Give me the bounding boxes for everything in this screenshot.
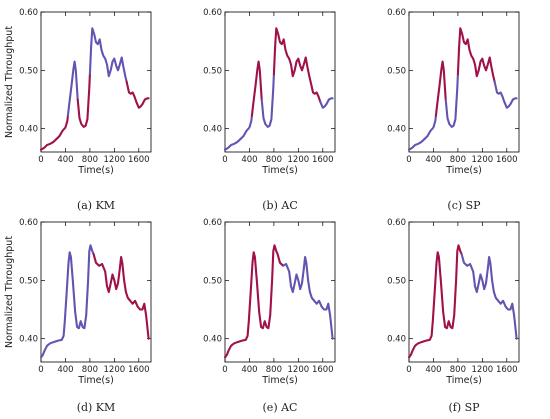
x-axis-label: Time(s)	[445, 165, 482, 176]
subfigure-caption: (f) SP	[448, 401, 480, 414]
series-segment-red	[250, 60, 263, 117]
subfigure-caption: (d) KM	[77, 401, 116, 414]
x-tick-label: 800	[450, 365, 466, 375]
x-tick-label: 400	[57, 365, 73, 375]
series-segment-blue	[260, 73, 275, 128]
x-tick-label: 0	[38, 155, 43, 165]
x-tick-label: 1600	[312, 365, 334, 375]
subfigure-caption: (a) KM	[77, 199, 115, 212]
series-segment-blue	[444, 73, 459, 128]
y-tick-label: 0.50	[387, 66, 406, 76]
y-tick-label: 0.40	[203, 125, 222, 135]
x-tick-label: 1600	[128, 155, 150, 165]
series-segment-red	[92, 253, 150, 340]
x-axis-label: Time(s)	[261, 165, 298, 176]
x-tick-label: 1200	[472, 155, 494, 165]
y-tick-label: 0.60	[387, 218, 406, 228]
y-tick-label: 0.50	[387, 276, 406, 286]
x-tick-label: 400	[57, 155, 73, 165]
series-segment-blue	[319, 97, 334, 109]
y-tick-label: 0.60	[203, 218, 222, 228]
x-tick-label: 800	[266, 365, 282, 375]
subfigure-caption: (e) AC	[263, 401, 298, 414]
x-tick-label: 0	[222, 155, 227, 165]
series-segment-red	[434, 60, 447, 117]
x-tick-label: 0	[38, 365, 43, 375]
x-tick-label: 800	[450, 155, 466, 165]
y-tick-label: 0.40	[19, 125, 38, 135]
series-segment-blue	[282, 255, 334, 340]
y-tick-label: 0.40	[387, 335, 406, 345]
y-tick-label: 0.60	[19, 218, 38, 228]
x-tick-label: 400	[241, 155, 257, 165]
y-tick-label: 0.50	[203, 276, 222, 286]
panel-a: 0.40 0.50 0.60 0 400 800 1200 1600 Time(s) Normal…	[4, 8, 152, 212]
x-tick-label: 1600	[312, 155, 334, 165]
series-segment-blue	[39, 244, 95, 359]
series-segment-red	[125, 80, 150, 109]
axes-frame	[40, 221, 152, 363]
axes-frame	[224, 11, 336, 153]
y-axis-label: Normalized Throughput	[4, 236, 15, 348]
y-tick-label: 0.40	[203, 335, 222, 345]
axes-frame	[408, 221, 520, 363]
x-tick-label: 400	[241, 365, 257, 375]
subfigure-caption: (c) SP	[447, 199, 481, 212]
x-tick-label: 1600	[128, 365, 150, 375]
series-segment-red	[39, 114, 69, 151]
x-tick-label: 1600	[496, 365, 518, 375]
x-tick-label: 1600	[496, 155, 518, 165]
panel-f: 0.40 0.50 0.60 0 400 800 1200 1600 Time(s) (f) SP	[387, 218, 520, 414]
x-tick-label: 1200	[104, 365, 126, 375]
x-axis-label: Time(s)	[77, 165, 114, 176]
x-axis-label: Time(s)	[77, 375, 114, 386]
series-segment-blue	[493, 80, 518, 109]
y-tick-label: 0.50	[19, 66, 38, 76]
subfigure-caption: (b) AC	[262, 199, 297, 212]
y-tick-label: 0.60	[19, 8, 38, 18]
x-tick-label: 800	[266, 155, 282, 165]
axes-frame	[224, 221, 336, 363]
series-segment-blue	[460, 253, 518, 340]
series-segment-red	[223, 244, 285, 359]
x-axis-label: Time(s)	[445, 375, 482, 386]
series-segment-blue	[88, 27, 128, 83]
y-tick-label: 0.60	[203, 8, 222, 18]
x-tick-label: 800	[82, 155, 98, 165]
series-segment-blue	[66, 60, 79, 117]
y-tick-label: 0.40	[387, 125, 406, 135]
x-tick-label: 800	[82, 365, 98, 375]
y-tick-label: 0.50	[203, 66, 222, 76]
x-tick-label: 1200	[104, 155, 126, 165]
y-tick-label: 0.40	[19, 335, 38, 345]
y-tick-label: 0.60	[387, 8, 406, 18]
y-tick-label: 0.50	[19, 276, 38, 286]
x-tick-label: 0	[222, 365, 227, 375]
panel-e: 0.40 0.50 0.60 0 400 800 1200 1600 Time(s) (e) AC	[203, 218, 336, 414]
x-tick-label: 1200	[472, 365, 494, 375]
series-segment-blue	[223, 114, 253, 151]
panel-b: 0.40 0.50 0.60 0 400 800 1200 1600 Time(s) (b) AC	[203, 8, 336, 212]
x-tick-label: 400	[425, 365, 441, 375]
series-segment-red	[456, 27, 496, 83]
series-segment-red	[76, 73, 91, 128]
x-tick-label: 1200	[288, 155, 310, 165]
y-axis-label: Normalized Throughput	[4, 26, 15, 138]
axes-frame	[40, 11, 152, 153]
x-tick-label: 0	[406, 365, 411, 375]
panel-d: 0.40 0.50 0.60 0 400 800 1200 1600 Time(s) Normal…	[4, 218, 152, 414]
series-segment-blue	[407, 114, 437, 151]
series-segment-red	[407, 244, 463, 359]
series-segment-red	[272, 27, 322, 103]
x-tick-label: 400	[425, 155, 441, 165]
x-axis-label: Time(s)	[261, 375, 298, 386]
axes-frame	[408, 11, 520, 153]
x-tick-label: 0	[406, 155, 411, 165]
x-tick-label: 1200	[288, 365, 310, 375]
panel-c: 0.40 0.50 0.60 0 400 800 1200 1600 Time(s) (c) SP	[387, 8, 520, 212]
